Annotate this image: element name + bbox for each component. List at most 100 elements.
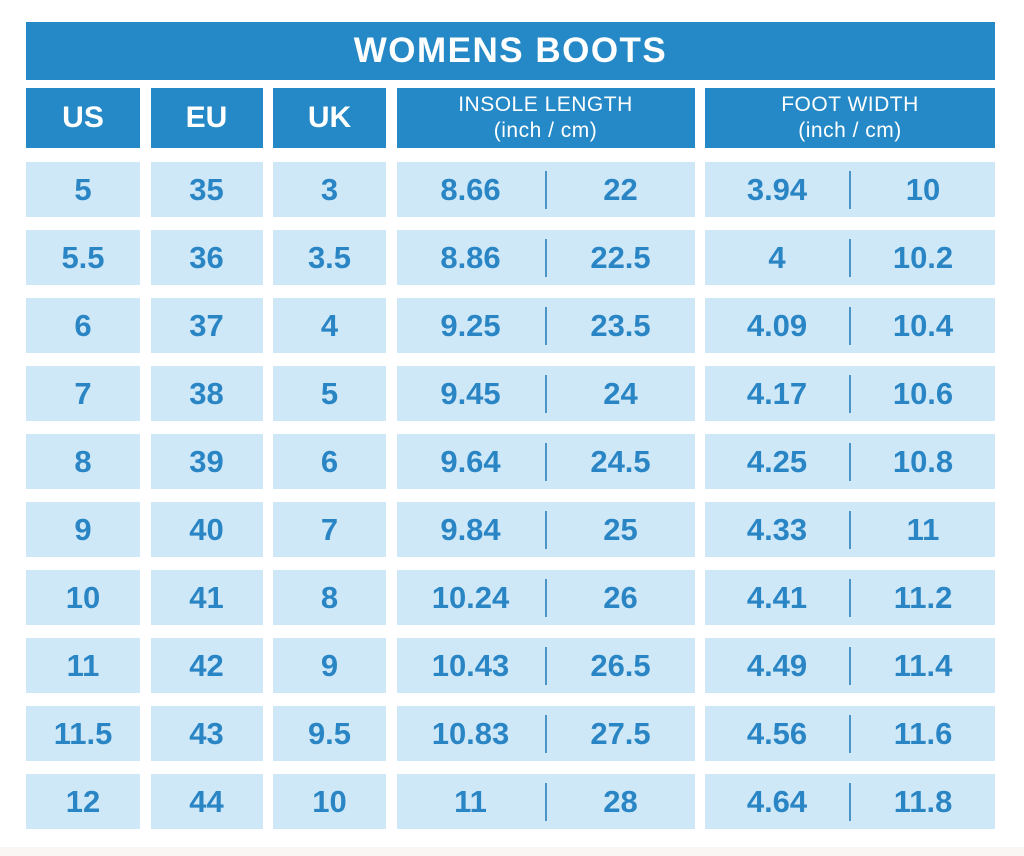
- unit-divider: [849, 646, 851, 685]
- insole-cm-value: 24.5: [590, 443, 651, 479]
- eu-size-cell: 38: [150, 366, 263, 421]
- uk-size-cell: 7: [273, 502, 386, 557]
- unit-divider: [849, 238, 851, 277]
- width-cm-value: 11.2: [893, 579, 953, 615]
- page-title: WOMENS BOOTS: [353, 31, 668, 70]
- unit-divider: [544, 714, 547, 753]
- column-header-foot-units: (inch / cm): [798, 119, 902, 142]
- foot-width-cell: 4.64 11.8: [705, 774, 995, 829]
- eu-size-cell: 36: [150, 230, 263, 285]
- width-inch-value: 4.25: [746, 443, 808, 479]
- unit-divider: [544, 238, 547, 277]
- column-header-us-label: US: [62, 101, 104, 134]
- width-cm-value: 10.6: [892, 375, 954, 411]
- unit-divider: [544, 510, 547, 549]
- unit-divider: [544, 578, 547, 617]
- width-cm-value: 11.8: [893, 783, 953, 819]
- foot-width-cell: 3.94 10: [705, 162, 995, 217]
- unit-divider: [544, 306, 547, 345]
- eu-size-cell: 42: [150, 638, 263, 693]
- foot-width-cell: 4.49 11.4: [705, 638, 995, 693]
- uk-size-cell: 10: [273, 774, 386, 829]
- width-cm-value: 10.2: [892, 239, 954, 275]
- foot-width-cell: 4.56 11.6: [705, 706, 995, 761]
- insole-length-cell: 8.86 22.5: [396, 230, 695, 285]
- width-cm-value: 10.8: [892, 443, 954, 479]
- us-size-cell: 5: [26, 162, 140, 217]
- insole-length-cell: 10.24 26: [396, 570, 695, 625]
- unit-divider: [544, 374, 547, 413]
- uk-size-cell: 8: [273, 570, 386, 625]
- insole-inch-value: 10.24: [431, 579, 510, 615]
- insole-cm-value: 23.5: [590, 307, 651, 343]
- column-header-eu-label: EU: [185, 101, 228, 134]
- width-cm-value: 11.4: [893, 647, 953, 683]
- column-header-uk: UK: [273, 88, 386, 148]
- insole-cm-value: 26: [603, 579, 638, 615]
- uk-size-cell: 9: [273, 638, 386, 693]
- column-header-insole-length: INSOLE LENGTH (inch / cm): [396, 88, 695, 148]
- eu-size-cell: 43: [150, 706, 263, 761]
- uk-size-cell: 4: [273, 298, 386, 353]
- column-header-insole-units: (inch / cm): [493, 119, 598, 142]
- column-header-insole-label: INSOLE LENGTH: [458, 93, 633, 116]
- foot-width-cell: 4.25 10.8: [705, 434, 995, 489]
- insole-length-cell: 9.45 24: [396, 366, 695, 421]
- insole-length-cell: 10.83 27.5: [396, 706, 695, 761]
- size-chart: WOMENS BOOTS US EU UK INSOLE LENGTH (inc…: [26, 22, 995, 829]
- insole-length-cell: 9.84 25: [396, 502, 695, 557]
- width-inch-value: 4.33: [746, 511, 808, 547]
- width-inch-value: 4.64: [746, 783, 808, 819]
- unit-divider: [544, 442, 547, 481]
- uk-size-cell: 3.5: [273, 230, 386, 285]
- insole-inch-value: 8.86: [440, 239, 501, 275]
- us-size-cell: 10: [26, 570, 140, 625]
- us-size-cell: 11.5: [26, 706, 140, 761]
- insole-cm-value: 22.5: [590, 239, 651, 275]
- eu-size-cell: 40: [150, 502, 263, 557]
- insole-cm-value: 22: [603, 171, 638, 207]
- unit-divider: [849, 374, 851, 413]
- uk-size-cell: 6: [273, 434, 386, 489]
- insole-cm-value: 25: [603, 511, 638, 547]
- column-header-foot-width: FOOT WIDTH (inch / cm): [705, 88, 995, 148]
- us-size-cell: 9: [26, 502, 140, 557]
- us-size-cell: 5.5: [26, 230, 140, 285]
- us-size-cell: 7: [26, 366, 140, 421]
- eu-size-cell: 44: [150, 774, 263, 829]
- eu-size-cell: 41: [150, 570, 263, 625]
- width-cm-value: 11: [906, 511, 940, 547]
- foot-width-cell: 4 10.2: [705, 230, 995, 285]
- eu-size-cell: 39: [150, 434, 263, 489]
- insole-length-cell: 9.64 24.5: [396, 434, 695, 489]
- column-header-foot-label: FOOT WIDTH: [781, 93, 919, 116]
- chart-title-banner: WOMENS BOOTS: [26, 22, 995, 80]
- unit-divider: [544, 782, 547, 821]
- insole-inch-value: 9.45: [440, 375, 501, 411]
- table-body: 5 35 3 8.66 22 3.94 10 5.5 36 3.5 8.86 2…: [26, 162, 995, 829]
- insole-inch-value: 9.25: [440, 307, 501, 343]
- insole-length-cell: 11 28: [396, 774, 695, 829]
- foot-width-cell: 4.17 10.6: [705, 366, 995, 421]
- width-inch-value: 4.49: [746, 647, 808, 683]
- unit-divider: [849, 714, 851, 753]
- insole-inch-value: 9.64: [440, 443, 501, 479]
- us-size-cell: 12: [26, 774, 140, 829]
- us-size-cell: 6: [26, 298, 140, 353]
- width-inch-value: 4: [768, 239, 786, 275]
- insole-cm-value: 26.5: [590, 647, 651, 683]
- insole-length-cell: 9.25 23.5: [396, 298, 695, 353]
- insole-inch-value: 11: [454, 783, 487, 819]
- foot-width-cell: 4.33 11: [705, 502, 995, 557]
- width-inch-value: 4.56: [746, 715, 808, 751]
- insole-length-cell: 10.43 26.5: [396, 638, 695, 693]
- column-header-uk-label: UK: [307, 101, 352, 134]
- header-row: US EU UK INSOLE LENGTH (inch / cm) FOOT …: [26, 88, 995, 148]
- insole-inch-value: 10.83: [431, 715, 510, 751]
- us-size-cell: 11: [26, 638, 140, 693]
- column-header-eu: EU: [150, 88, 263, 148]
- unit-divider: [849, 442, 851, 481]
- width-cm-value: 11.6: [893, 715, 953, 751]
- foot-width-cell: 4.41 11.2: [705, 570, 995, 625]
- width-inch-value: 3.94: [746, 171, 808, 207]
